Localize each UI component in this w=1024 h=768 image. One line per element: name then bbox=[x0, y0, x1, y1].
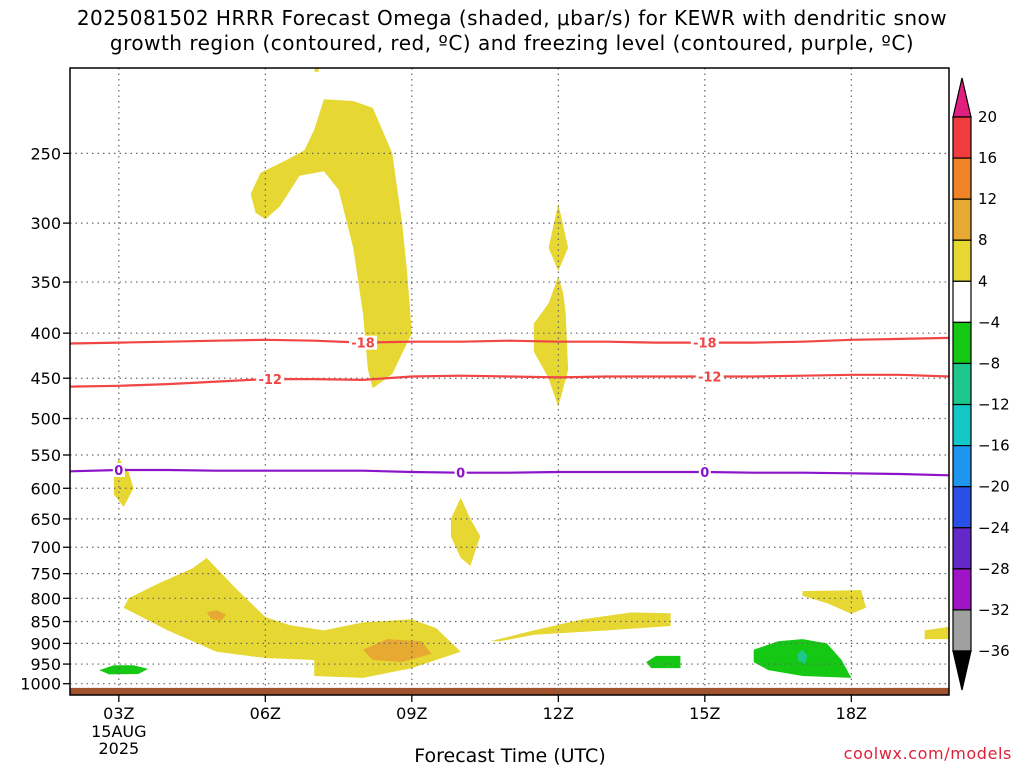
colorbar-top-arrow bbox=[952, 77, 972, 118]
x-tick-label-12Z: 12Z bbox=[543, 704, 574, 723]
omega-region-11 bbox=[206, 610, 227, 621]
colorbar-band-4 bbox=[952, 280, 972, 323]
contour-label-0-1: -18 bbox=[693, 337, 717, 352]
colorbar-band-6 bbox=[952, 362, 972, 406]
credit-link[interactable]: coolwx.com/models bbox=[843, 744, 1012, 763]
colorbar-label-6: −8 bbox=[978, 354, 1000, 372]
colorbar-label-8: −16 bbox=[978, 437, 1010, 455]
colorbar-band-10 bbox=[952, 527, 972, 570]
x-tick-label-18Z: 18Z bbox=[836, 704, 867, 723]
contour-label-bg-2-1 bbox=[454, 465, 467, 480]
y-tick-label-800: 800 bbox=[30, 589, 61, 608]
colorbar-label-10: −24 bbox=[978, 519, 1010, 537]
contour-label-1-1: -12 bbox=[698, 371, 722, 386]
colorbar-band-2 bbox=[952, 198, 972, 241]
contour-line-2 bbox=[69, 468, 950, 477]
contour-line-1 bbox=[69, 373, 950, 388]
y-tick-label-650: 650 bbox=[30, 510, 61, 529]
colorbar-band-11 bbox=[952, 568, 972, 611]
x-tick-label-09Z: 09Z bbox=[396, 704, 427, 723]
omega-region-8 bbox=[802, 590, 866, 614]
omega-region-10 bbox=[363, 639, 432, 663]
x-tick-label-06Z: 06Z bbox=[250, 704, 281, 723]
omega-shading bbox=[99, 68, 949, 678]
x-tick-label-15Z: 15Z bbox=[689, 704, 720, 723]
y-tick-label-950: 950 bbox=[30, 655, 61, 674]
plot-border bbox=[69, 67, 950, 696]
y-tick-label-700: 700 bbox=[30, 538, 61, 557]
omega-region-6 bbox=[123, 558, 461, 678]
colorbar-label-3: 8 bbox=[978, 231, 988, 249]
title-line-1: 2025081502 HRRR Forecast Omega (shaded, … bbox=[76, 6, 948, 30]
omega-region-9 bbox=[924, 626, 949, 640]
colorbar-label-5: −4 bbox=[978, 313, 1000, 331]
contour-label-2-0: 0 bbox=[114, 464, 123, 479]
omega-region-2 bbox=[548, 203, 569, 271]
y-tick-label-250: 250 bbox=[30, 144, 61, 163]
colorbar-label-13: −36 bbox=[978, 642, 1010, 660]
x-tick-date-day: 15AUG bbox=[91, 722, 146, 741]
contour-label-0-0: -18 bbox=[351, 337, 375, 352]
colorbar-band-7 bbox=[952, 403, 972, 447]
colorbar-band-8 bbox=[952, 445, 972, 488]
plot-frame bbox=[69, 67, 950, 696]
x-tick-label-03Z: 03Z bbox=[103, 704, 134, 723]
omega-region-13 bbox=[646, 655, 681, 669]
y-tick-label-600: 600 bbox=[30, 479, 61, 498]
contour-label-2-2: 0 bbox=[700, 466, 709, 481]
colorbar-band-5 bbox=[952, 321, 972, 365]
contour-lines: -18 -18 -12 -12 0 0 0 bbox=[69, 335, 950, 482]
contour-label-bg-1-0 bbox=[256, 372, 285, 387]
y-tick-label-450: 450 bbox=[30, 369, 61, 388]
y-tick-label-1000: 1000 bbox=[20, 675, 61, 694]
y-tick-label-350: 350 bbox=[30, 273, 61, 292]
colorbar-label-0: 20 bbox=[978, 108, 997, 126]
colorbar-band-9 bbox=[952, 486, 972, 529]
colorbar-label-11: −28 bbox=[978, 560, 1010, 578]
y-tick-label-550: 550 bbox=[30, 446, 61, 465]
y-tick-label-400: 400 bbox=[30, 324, 61, 343]
y-tick-label-750: 750 bbox=[30, 565, 61, 584]
contour-label-bg-0-1 bbox=[690, 335, 719, 350]
colorbar-label-7: −12 bbox=[978, 396, 1010, 414]
contour-label-bg-1-1 bbox=[695, 369, 724, 384]
colorbar-band-3 bbox=[952, 239, 972, 282]
y-tick-label-300: 300 bbox=[30, 214, 61, 233]
colorbar-label-1: 16 bbox=[978, 149, 997, 167]
axes: 250 300 350 400 450 500 550 600 650 700 750 800 850 9… bbox=[20, 144, 867, 758]
contour-label-1-0: -12 bbox=[258, 373, 282, 388]
terrain-band bbox=[70, 687, 949, 695]
contour-label-2-1: 0 bbox=[456, 467, 465, 482]
omega-region-7 bbox=[490, 612, 671, 642]
y-tick-label-500: 500 bbox=[30, 410, 61, 429]
title-line-2: growth region (contoured, red, ºC) and f… bbox=[109, 31, 915, 55]
colorbar-label-4: 4 bbox=[978, 272, 988, 290]
omega-region-12 bbox=[99, 665, 149, 675]
colorbar-label-12: −32 bbox=[978, 601, 1010, 619]
y-tick-label-850: 850 bbox=[30, 613, 61, 632]
y-tick-label-900: 900 bbox=[30, 634, 61, 653]
contour-line-0 bbox=[69, 336, 950, 345]
contour-label-bg-2-0 bbox=[112, 462, 125, 477]
colorbar: 20 16 12 8 4 −4 −8 −12 −16 −20 −24 −28 −32 −36 bbox=[952, 77, 1010, 691]
colorbar-label-9: −20 bbox=[978, 478, 1010, 496]
omega-region-15 bbox=[797, 649, 808, 665]
colorbar-band-0 bbox=[952, 116, 972, 159]
x-tick-date-year: 2025 bbox=[98, 739, 139, 758]
contour-label-bg-0-0 bbox=[349, 335, 377, 350]
omega-region-0 bbox=[314, 68, 319, 72]
omega-region-5 bbox=[450, 497, 481, 566]
omega-region-1 bbox=[250, 99, 412, 389]
colorbar-bottom-arrow bbox=[952, 650, 972, 691]
surface-terrain bbox=[70, 687, 949, 695]
colorbar-label-2: 12 bbox=[978, 190, 997, 208]
x-axis-label: Forecast Time (UTC) bbox=[414, 745, 606, 767]
chart-title: 2025081502 HRRR Forecast Omega (shaded, … bbox=[0, 6, 1024, 56]
colorbar-band-1 bbox=[952, 157, 972, 200]
contour-label-bg-2-2 bbox=[698, 464, 711, 479]
colorbar-band-12 bbox=[952, 609, 972, 652]
